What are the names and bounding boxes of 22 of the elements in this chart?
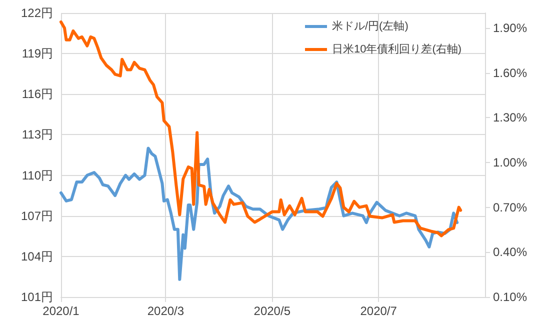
line-series <box>60 20 462 238</box>
y2-tick-label: 1.30% <box>493 110 528 125</box>
y2-tick-label: 0.10% <box>493 290 528 304</box>
y-tick-label: 122円 <box>20 6 53 20</box>
x-tick-label: 2020/7 <box>360 304 398 318</box>
y-tick-label: 116円 <box>22 87 53 102</box>
x-tick-label: 2020/1 <box>42 304 80 318</box>
legend-label: 日米10年債利回り差(右軸) <box>332 42 462 56</box>
y-tick-label: 101円 <box>20 290 53 304</box>
y2-tick-label: 0.40% <box>493 245 528 260</box>
y2-tick-label: 1.00% <box>493 155 528 170</box>
y2-tick-label: 1.60% <box>493 66 528 80</box>
y-tick-label: 104円 <box>20 249 53 264</box>
y-tick-label: 113円 <box>22 128 53 142</box>
x-tick-label: 2020/5 <box>254 304 291 318</box>
legend-label: 米ドル/円(左軸) <box>332 20 408 32</box>
y2-tick-label: 0.70% <box>493 200 528 214</box>
x-tick-label: 2020/3 <box>147 304 184 318</box>
y2-tick-label: 1.90% <box>493 20 528 35</box>
y-tick-label: 110円 <box>22 168 53 182</box>
y-tick-label: 107円 <box>20 208 53 223</box>
y-tick-label: 119円 <box>22 46 53 61</box>
